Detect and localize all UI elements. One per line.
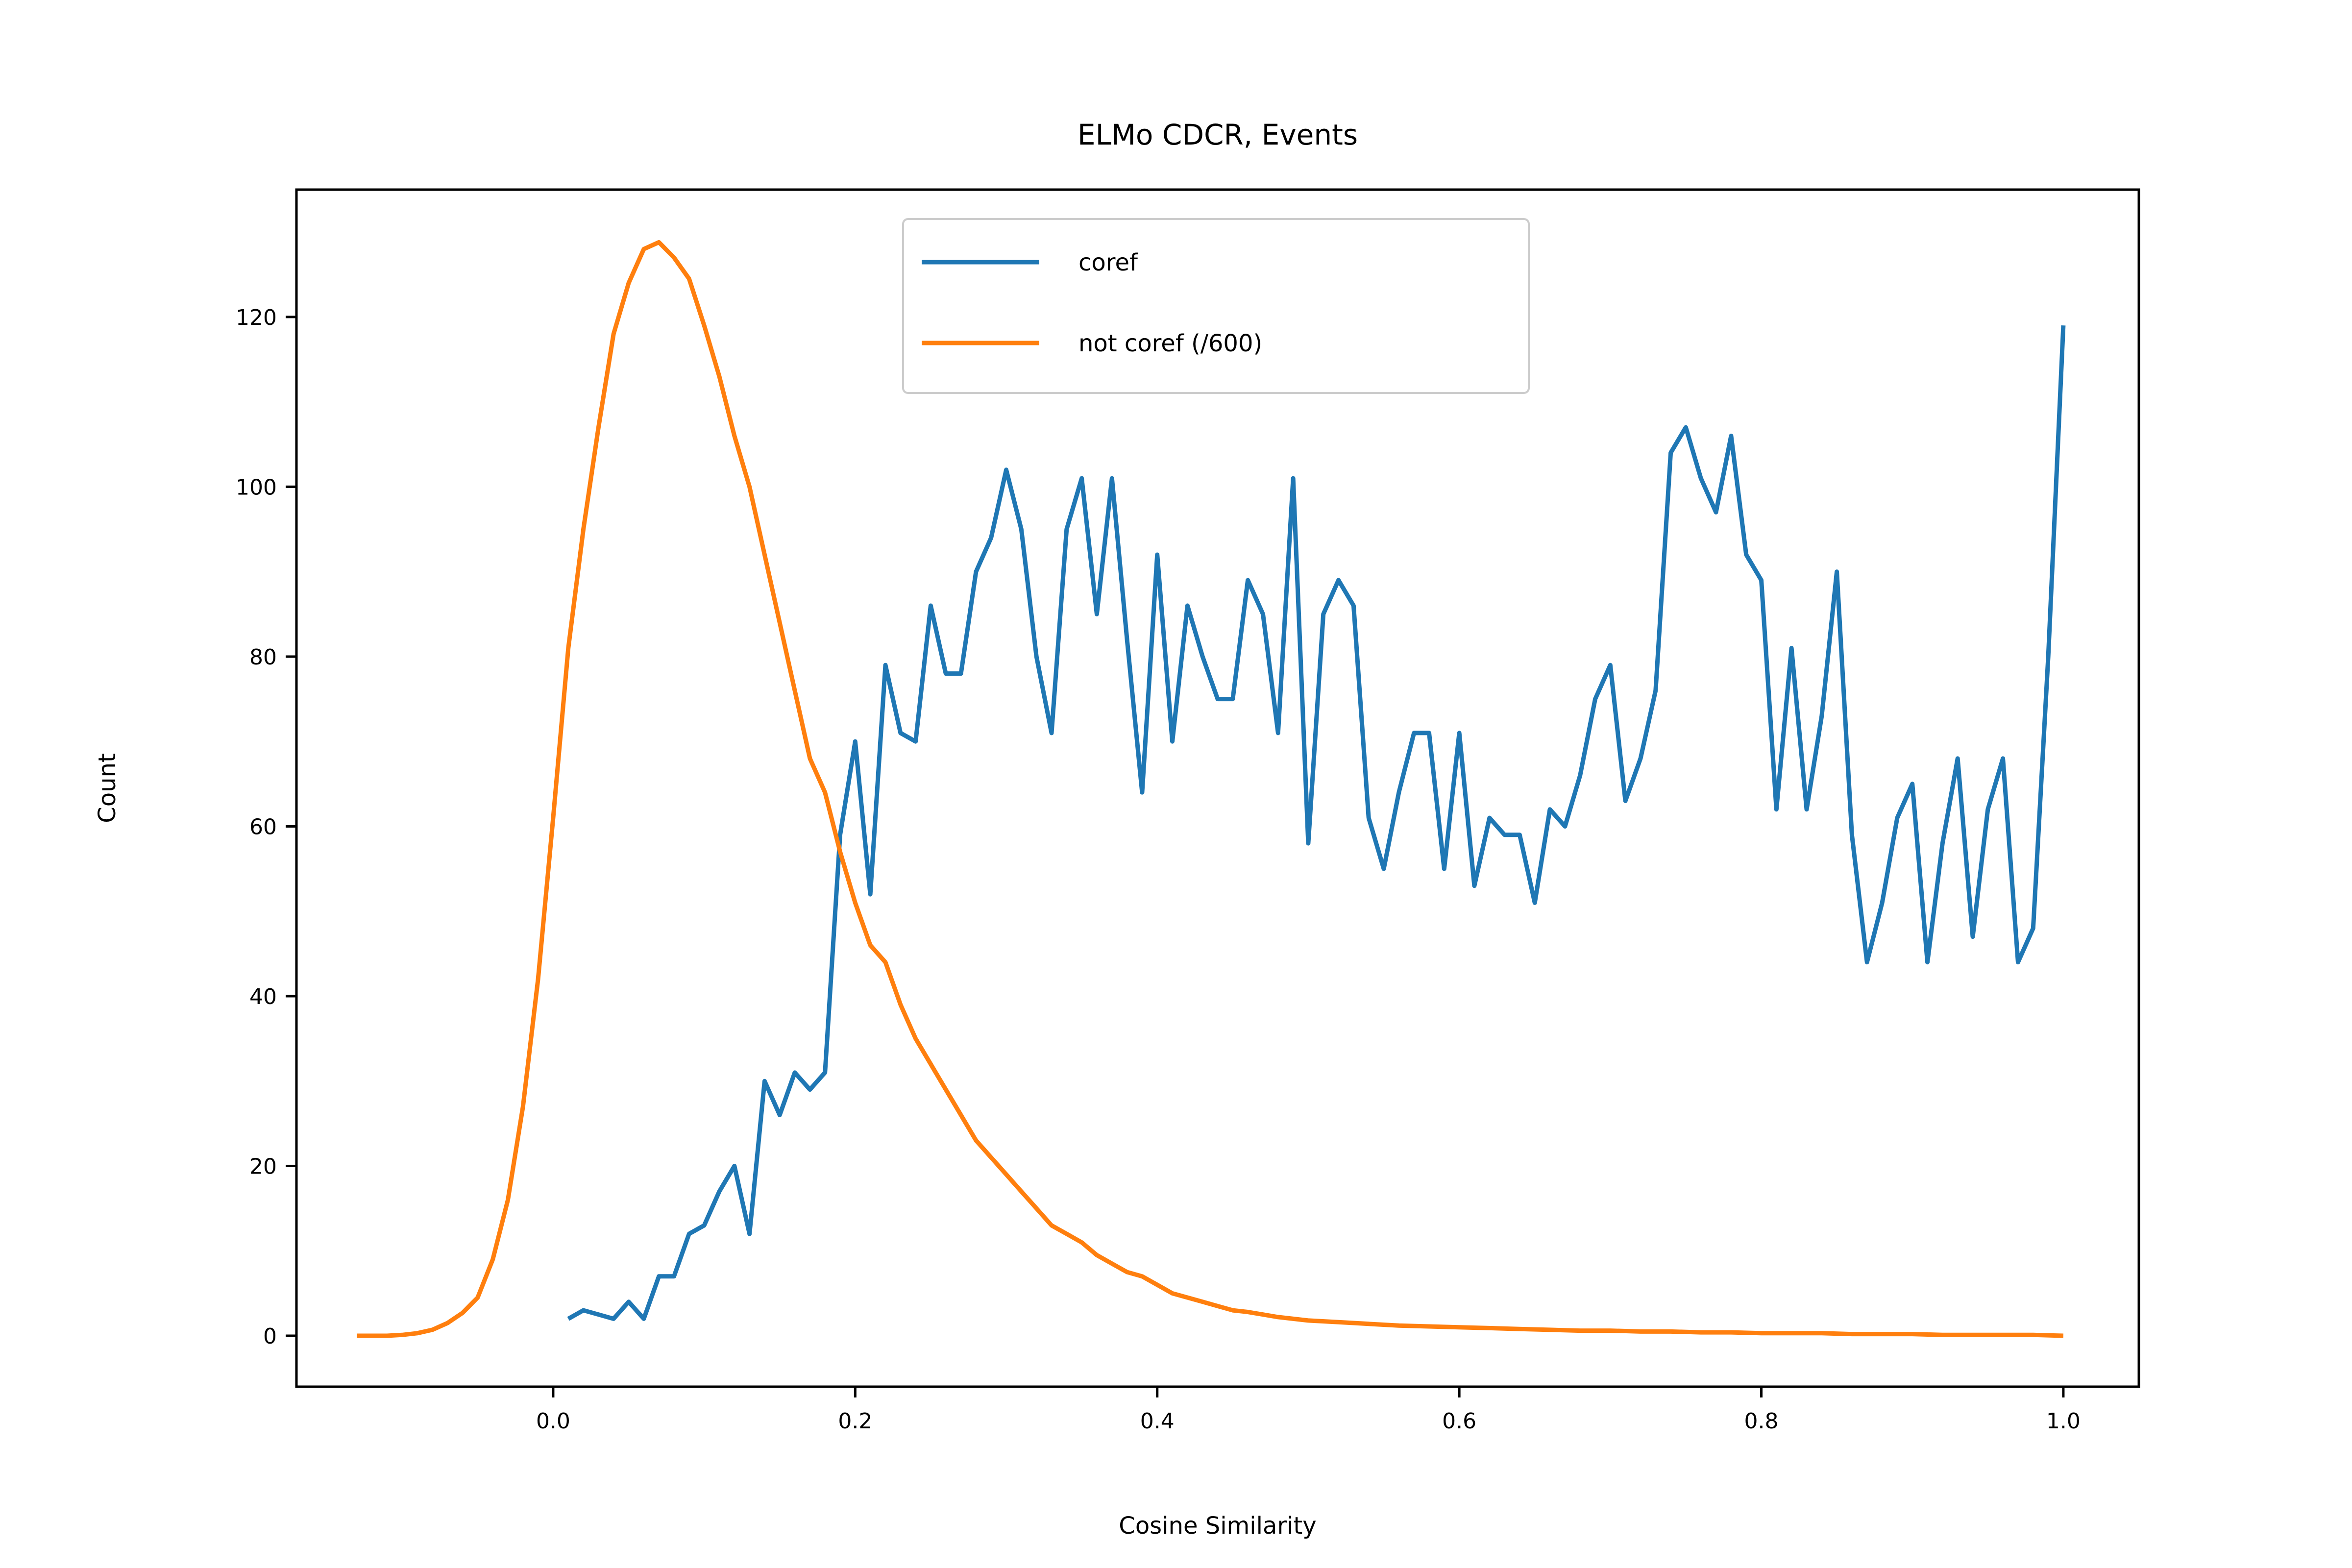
y-tick-label: 100 xyxy=(236,475,277,500)
x-tick-label: 1.0 xyxy=(2046,1409,2081,1434)
series-line-not-coref xyxy=(357,240,2064,1338)
legend-label-not-coref: not coref (/600) xyxy=(1078,330,1262,357)
y-tick-label: 60 xyxy=(249,814,277,839)
y-tick-label: 80 xyxy=(249,645,277,670)
y-tick-label: 120 xyxy=(236,305,277,330)
x-tick-label: 0.2 xyxy=(838,1409,872,1434)
axes-frame xyxy=(295,188,2140,1388)
x-axis: 0.0 0.2 0.4 0.6 0.8 1.0 xyxy=(536,1387,2081,1434)
x-tick-label: 0.8 xyxy=(1744,1409,1779,1434)
x-tick-label: 0.0 xyxy=(536,1409,570,1434)
y-tick-label: 20 xyxy=(249,1154,277,1179)
chart-title: ELMo CDCR, Events xyxy=(1078,118,1358,151)
series-layer xyxy=(357,240,2066,1338)
series-line-coref xyxy=(567,325,2066,1321)
y-axis-label: Count xyxy=(94,753,121,823)
y-tick-label: 0 xyxy=(263,1324,277,1349)
x-axis-label: Cosine Similarity xyxy=(1119,1512,1316,1540)
x-tick-label: 0.6 xyxy=(1442,1409,1476,1434)
y-tick-label: 40 xyxy=(249,984,277,1009)
legend-box xyxy=(902,218,1530,394)
legend: coref not coref (/600) xyxy=(902,218,1530,394)
x-tick-label: 0.4 xyxy=(1140,1409,1175,1434)
legend-label-coref: coref xyxy=(1078,249,1138,276)
plot-area xyxy=(295,188,2140,1388)
y-axis: 0 20 40 60 80 100 120 xyxy=(236,305,296,1349)
